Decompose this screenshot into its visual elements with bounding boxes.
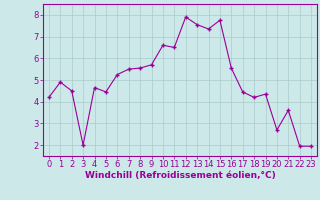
X-axis label: Windchill (Refroidissement éolien,°C): Windchill (Refroidissement éolien,°C) [84, 171, 276, 180]
